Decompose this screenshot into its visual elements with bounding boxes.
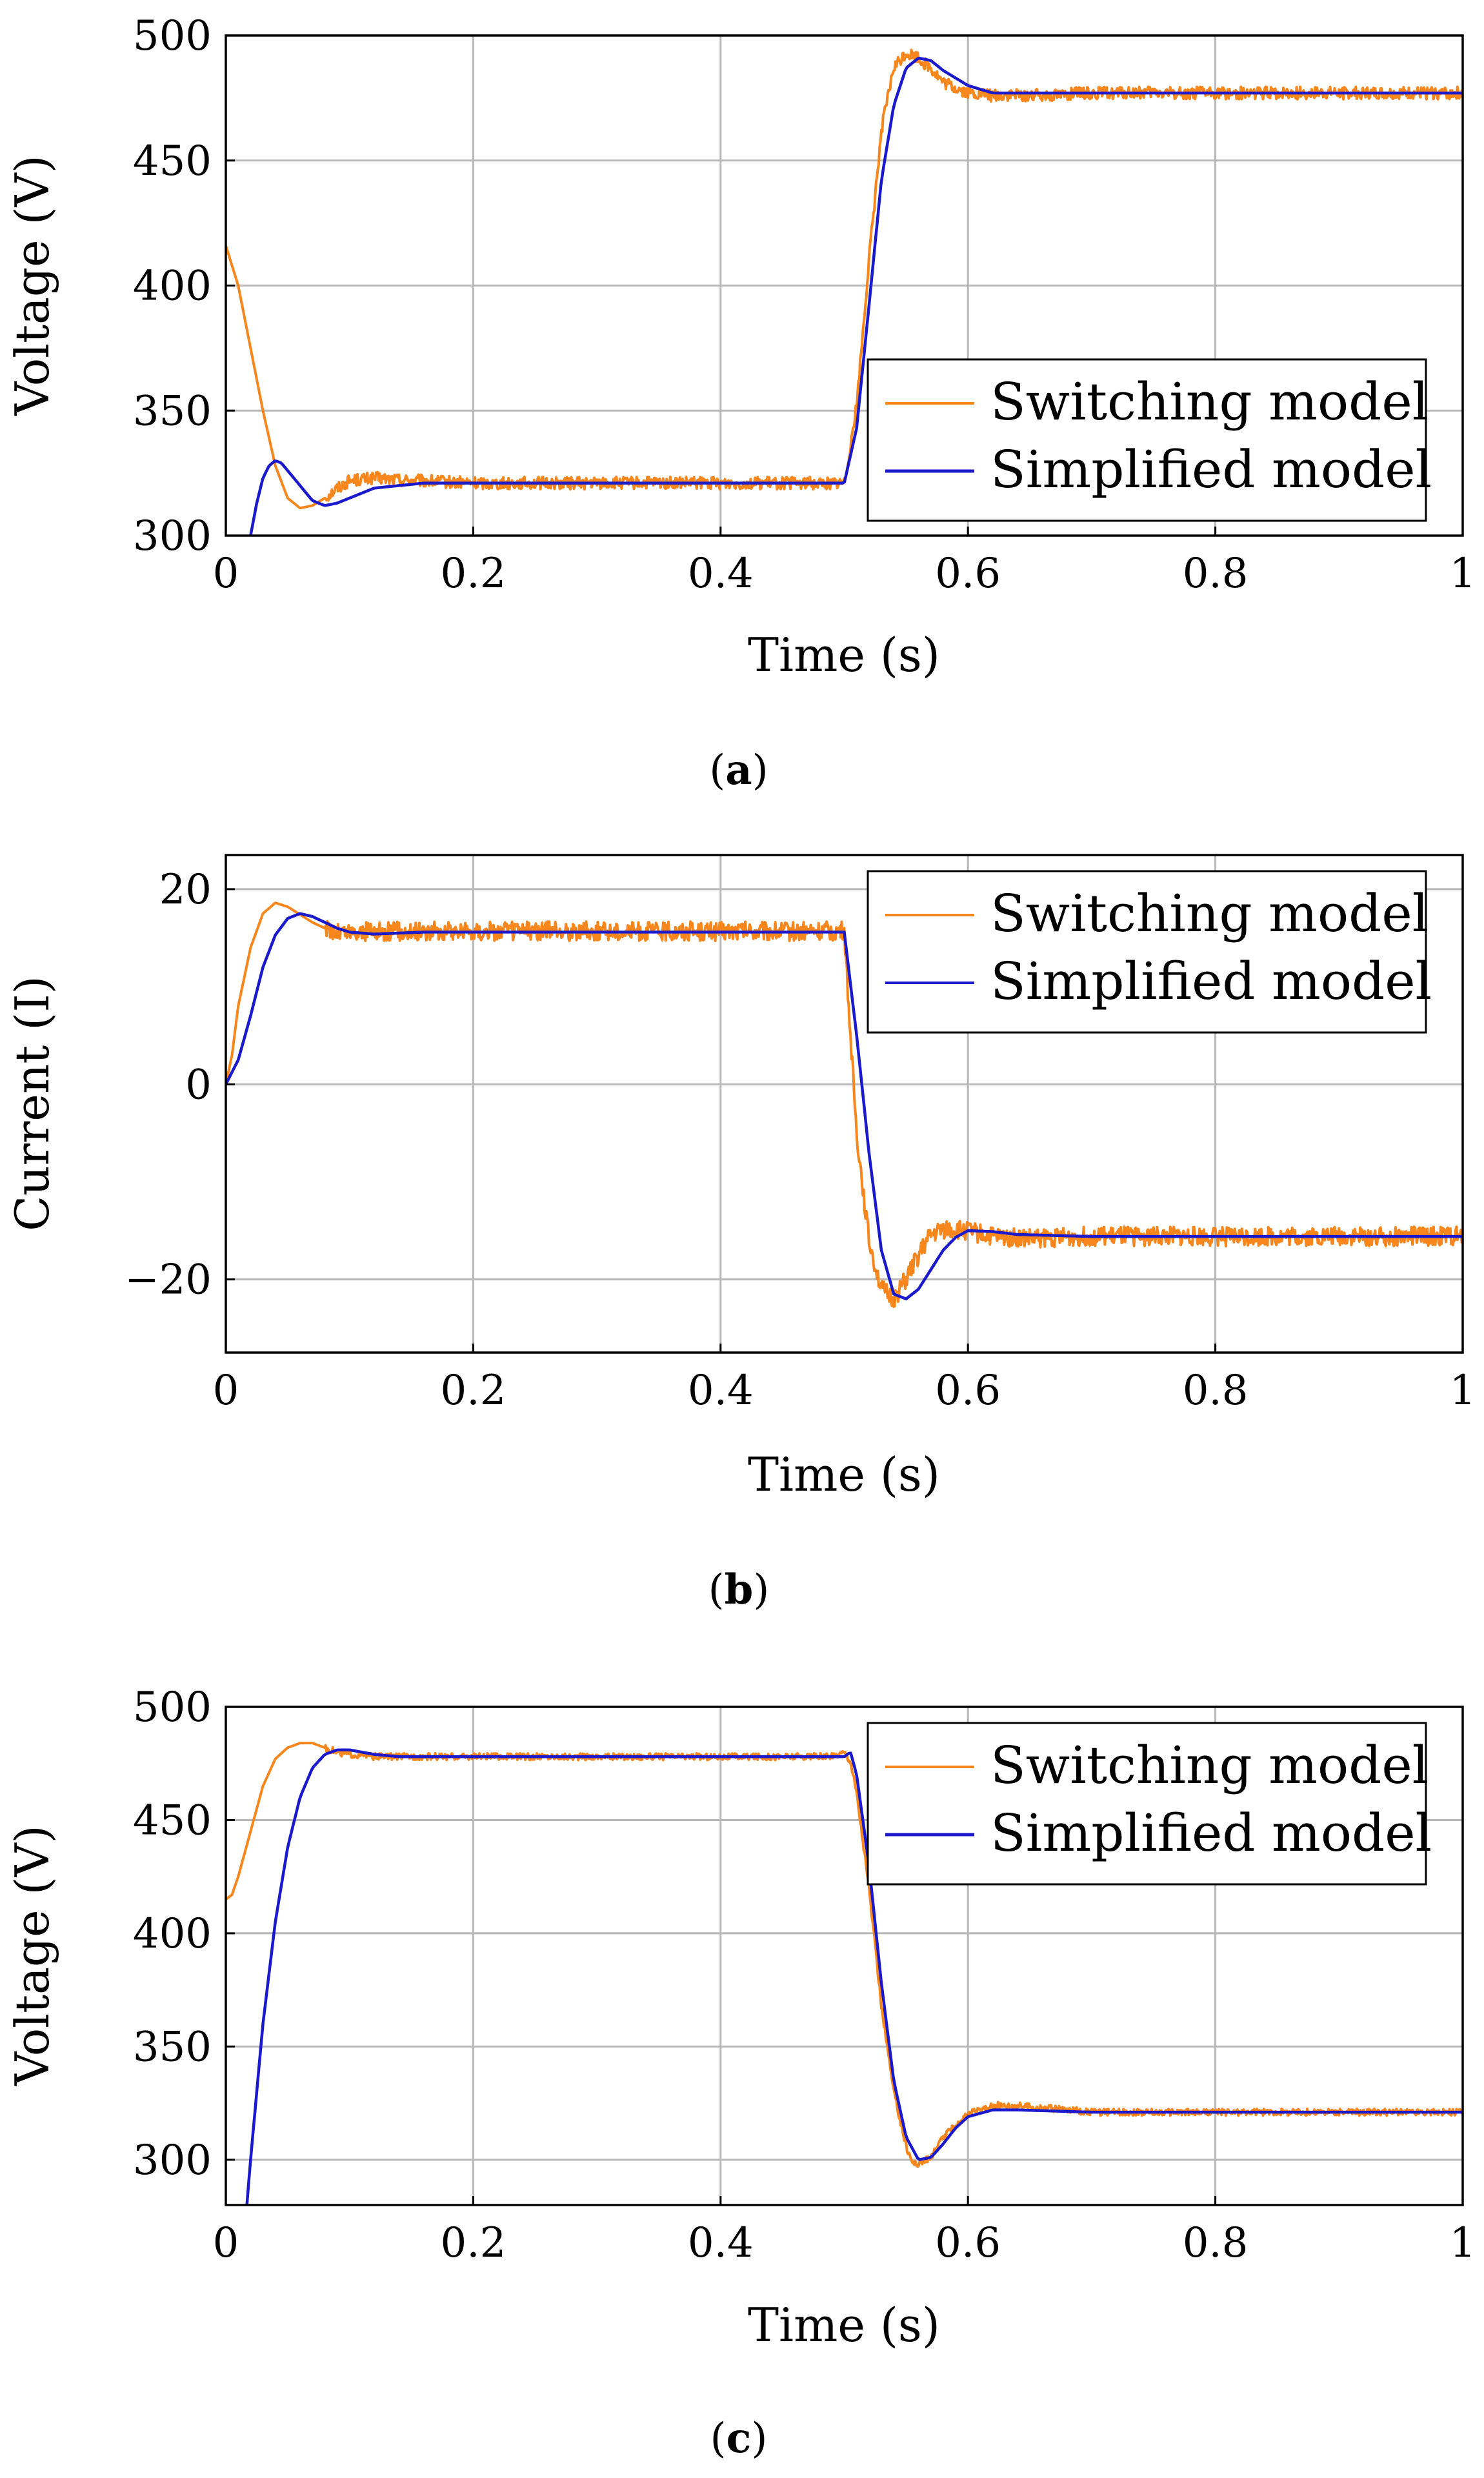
panel-c-legend-label-simplified: Simplified model bbox=[990, 1803, 1432, 1863]
panel-a-ticks: 0 0.2 0.4 0.6 0.8 1 300 350 400 450 500 bbox=[133, 12, 1476, 598]
panel-b-legend-label-simplified: Simplified model bbox=[990, 951, 1432, 1011]
panel-b-plot-area bbox=[226, 902, 1463, 1308]
panel-a: 0 0.2 0.4 0.6 0.8 1 300 350 400 450 500 Voltage (V… bbox=[5, 12, 1476, 794]
panel-a-legend-label-simplified: Simplified model bbox=[990, 439, 1432, 499]
panel-c-y-tick-label: 450 bbox=[133, 1797, 212, 1844]
panel-c-caption: (c) bbox=[710, 2414, 768, 2463]
panel-a-x-axis-label: Time (s) bbox=[748, 628, 940, 682]
panel-a-y-tick-label: 450 bbox=[133, 137, 212, 185]
panel-c-y-tick-label: 300 bbox=[133, 2137, 212, 2184]
panel-b-x-tick-label: 0.6 bbox=[935, 1367, 1001, 1415]
panel-c-x-tick-label: 1 bbox=[1450, 2219, 1476, 2267]
panel-b-simplified-model-line bbox=[226, 912, 1463, 1301]
panel-c-x-tick-label: 0.4 bbox=[688, 2219, 754, 2267]
panel-c-plot-area bbox=[226, 1742, 1463, 2205]
panel-c-simplified-model-line bbox=[245, 1748, 1463, 2205]
panel-c-legend-label-switching: Switching model bbox=[990, 1735, 1429, 1795]
panel-a-x-tick-label: 0.4 bbox=[688, 550, 754, 598]
panel-a-y-tick-label: 350 bbox=[133, 387, 212, 435]
panel-a-x-tick-label: 0.2 bbox=[441, 550, 506, 598]
panel-b-x-tick-label: 1 bbox=[1450, 1367, 1476, 1415]
panel-c-legend: Switching model Simplified model bbox=[867, 1722, 1432, 1886]
panel-b-y-tick-label: 20 bbox=[159, 866, 212, 914]
panel-a-plot-area bbox=[226, 48, 1463, 536]
panel-b-x-tick-label: 0 bbox=[213, 1367, 239, 1415]
panel-c-y-tick-label: 400 bbox=[133, 1910, 212, 1958]
panel-a-x-tick-label: 0.8 bbox=[1183, 550, 1248, 598]
panel-b-x-tick-label: 0.4 bbox=[688, 1367, 754, 1415]
panel-c-x-axis-label: Time (s) bbox=[748, 2298, 940, 2352]
panel-b-y-tick-label: 0 bbox=[185, 1061, 212, 1109]
panel-a-y-tick-label: 400 bbox=[133, 263, 212, 310]
panel-a-y-axis-label: Voltage (V) bbox=[5, 155, 59, 416]
panel-b-frame bbox=[225, 854, 1464, 1354]
panel-a-caption: (a) bbox=[709, 746, 768, 794]
panel-b-legend-label-switching: Switching model bbox=[990, 883, 1429, 943]
panel-b-ticks: 0 0.2 0.4 0.6 0.8 1 −20 0 20 bbox=[125, 866, 1476, 1415]
panel-c-ticks: 0 0.2 0.4 0.6 0.8 1 300 350 400 450 500 bbox=[133, 1684, 1476, 2267]
panel-a-legend: Switching model Simplified model bbox=[867, 358, 1432, 522]
panel-b-y-axis-label: Current (I) bbox=[5, 976, 59, 1231]
panel-c-x-tick-label: 0.8 bbox=[1183, 2219, 1248, 2267]
panel-a-x-tick-label: 0.6 bbox=[935, 550, 1001, 598]
panel-b-x-tick-label: 0.8 bbox=[1183, 1367, 1248, 1415]
panel-a-x-tick-label: 0 bbox=[213, 550, 239, 598]
panel-c-x-tick-label: 0.6 bbox=[935, 2219, 1001, 2267]
panel-c-frame bbox=[225, 1706, 1464, 2206]
panel-c-y-tick-label: 500 bbox=[133, 1684, 212, 1731]
panel-b-x-tick-label: 0.2 bbox=[441, 1367, 506, 1415]
panel-c-y-axis-label: Voltage (V) bbox=[5, 1825, 59, 2086]
panel-b-x-axis-label: Time (s) bbox=[748, 1447, 940, 1502]
panel-b-y-tick-label: −20 bbox=[125, 1256, 212, 1304]
panel-a-x-tick-label: 1 bbox=[1450, 550, 1476, 598]
panel-a-simplified-model-line bbox=[249, 56, 1463, 536]
panel-a-y-tick-label: 500 bbox=[133, 12, 212, 60]
panel-b: 0 0.2 0.4 0.6 0.8 1 −20 0 20 Current (I) Time (s… bbox=[5, 854, 1476, 1614]
panel-a-y-tick-label: 300 bbox=[133, 512, 212, 560]
panel-c: 0 0.2 0.4 0.6 0.8 1 300 350 400 450 500 Voltage (V… bbox=[5, 1684, 1476, 2463]
panel-a-legend-label-switching: Switching model bbox=[990, 372, 1429, 432]
panel-c-x-tick-label: 0.2 bbox=[441, 2219, 506, 2267]
panel-b-legend: Switching model Simplified model bbox=[867, 870, 1432, 1034]
panel-b-caption: (b) bbox=[708, 1566, 770, 1614]
panel-c-y-tick-label: 350 bbox=[133, 2023, 212, 2071]
panel-c-x-tick-label: 0 bbox=[213, 2219, 239, 2267]
